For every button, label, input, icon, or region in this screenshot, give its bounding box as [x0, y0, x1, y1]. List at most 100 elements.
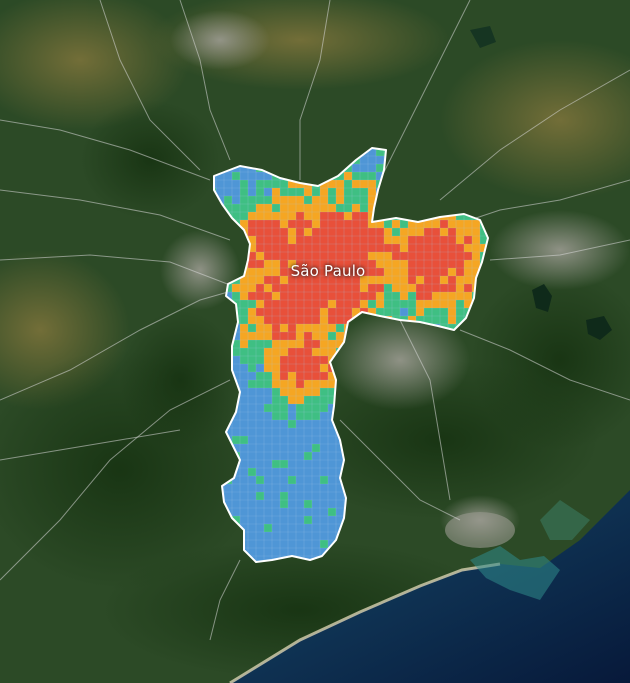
- heat-cell: [320, 260, 328, 268]
- heat-cell: [440, 268, 448, 276]
- heat-cell: [384, 276, 392, 284]
- heat-cell: [280, 348, 288, 356]
- heat-cell: [248, 308, 256, 316]
- heat-cell: [312, 292, 320, 300]
- heat-cell: [280, 364, 288, 372]
- heat-cell: [264, 404, 272, 412]
- heat-cell: [344, 316, 352, 324]
- heat-cell: [400, 268, 408, 276]
- heat-cell: [392, 244, 400, 252]
- heat-cell: [256, 316, 264, 324]
- heat-cell: [368, 260, 376, 268]
- heat-cell: [296, 220, 304, 228]
- heat-cell: [296, 276, 304, 284]
- heat-cell: [384, 300, 392, 308]
- heat-cell: [304, 236, 312, 244]
- heat-cell: [408, 292, 416, 300]
- heat-cell: [368, 284, 376, 292]
- heat-cell: [328, 324, 336, 332]
- heat-cell: [336, 292, 344, 300]
- heat-cell: [328, 388, 336, 396]
- heat-cell: [408, 236, 416, 244]
- heat-cell: [304, 364, 312, 372]
- heat-cell: [272, 188, 280, 196]
- heat-cell: [240, 204, 248, 212]
- heat-cell: [456, 268, 464, 276]
- heat-cell: [248, 300, 256, 308]
- heat-cell: [240, 348, 248, 356]
- city-boundary[interactable]: [213, 147, 489, 563]
- heat-cell: [296, 332, 304, 340]
- heat-cell: [464, 260, 472, 268]
- heat-cell: [264, 316, 272, 324]
- heat-cell: [248, 204, 256, 212]
- heat-cell: [320, 252, 328, 260]
- heat-cell: [472, 244, 480, 252]
- heat-cell: [344, 204, 352, 212]
- heat-cell: [328, 380, 336, 388]
- heat-cell: [264, 228, 272, 236]
- heat-cell: [456, 260, 464, 268]
- heat-cell: [272, 308, 280, 316]
- heat-cell: [232, 436, 240, 444]
- heat-cell: [248, 380, 256, 388]
- heat-cell: [296, 364, 304, 372]
- heat-cell: [352, 188, 360, 196]
- heat-cell: [304, 244, 312, 252]
- heat-cell: [320, 316, 328, 324]
- heat-cell: [392, 260, 400, 268]
- heat-cell: [312, 260, 320, 268]
- heat-cell: [256, 268, 264, 276]
- heat-cell: [296, 292, 304, 300]
- heat-cell: [376, 148, 384, 156]
- heat-cell: [440, 228, 448, 236]
- heat-cell: [336, 212, 344, 220]
- heat-cell: [296, 308, 304, 316]
- heat-cell: [328, 212, 336, 220]
- heat-cell: [280, 196, 288, 204]
- heat-cell: [304, 412, 312, 420]
- heat-cell: [360, 220, 368, 228]
- heat-cell: [280, 260, 288, 268]
- heat-cell: [376, 236, 384, 244]
- heat-cell: [328, 244, 336, 252]
- heat-cell: [336, 236, 344, 244]
- heat-cell: [320, 476, 328, 484]
- heat-cell: [280, 396, 288, 404]
- heat-cell: [376, 164, 384, 172]
- heat-cell: [328, 268, 336, 276]
- heat-cell: [320, 324, 328, 332]
- heat-cell: [240, 332, 248, 340]
- heat-cell: [320, 356, 328, 364]
- heat-cell: [352, 172, 360, 180]
- heat-cell: [288, 396, 296, 404]
- heat-cell: [456, 220, 464, 228]
- lakes: [470, 26, 612, 340]
- heat-cell: [320, 204, 328, 212]
- heat-cell: [344, 220, 352, 228]
- heat-cell: [368, 244, 376, 252]
- heat-cell: [280, 228, 288, 236]
- heat-cell: [288, 388, 296, 396]
- heat-cell: [272, 260, 280, 268]
- heat-cell: [304, 300, 312, 308]
- heat-cell: [344, 300, 352, 308]
- heat-cell: [376, 252, 384, 260]
- heat-cell: [240, 276, 248, 284]
- heat-cell: [256, 308, 264, 316]
- heat-cell: [304, 372, 312, 380]
- heat-cell: [280, 300, 288, 308]
- heat-cell: [448, 220, 456, 228]
- heat-cell: [368, 180, 376, 188]
- heat-cell: [368, 188, 376, 196]
- heat-cell: [320, 380, 328, 388]
- heat-cell: [328, 284, 336, 292]
- heat-cell: [448, 300, 456, 308]
- heat-cell: [256, 220, 264, 228]
- heat-cell: [440, 276, 448, 284]
- heat-cell: [248, 236, 256, 244]
- heat-cell: [264, 380, 272, 388]
- heat-cell: [256, 356, 264, 364]
- heat-cell: [400, 220, 408, 228]
